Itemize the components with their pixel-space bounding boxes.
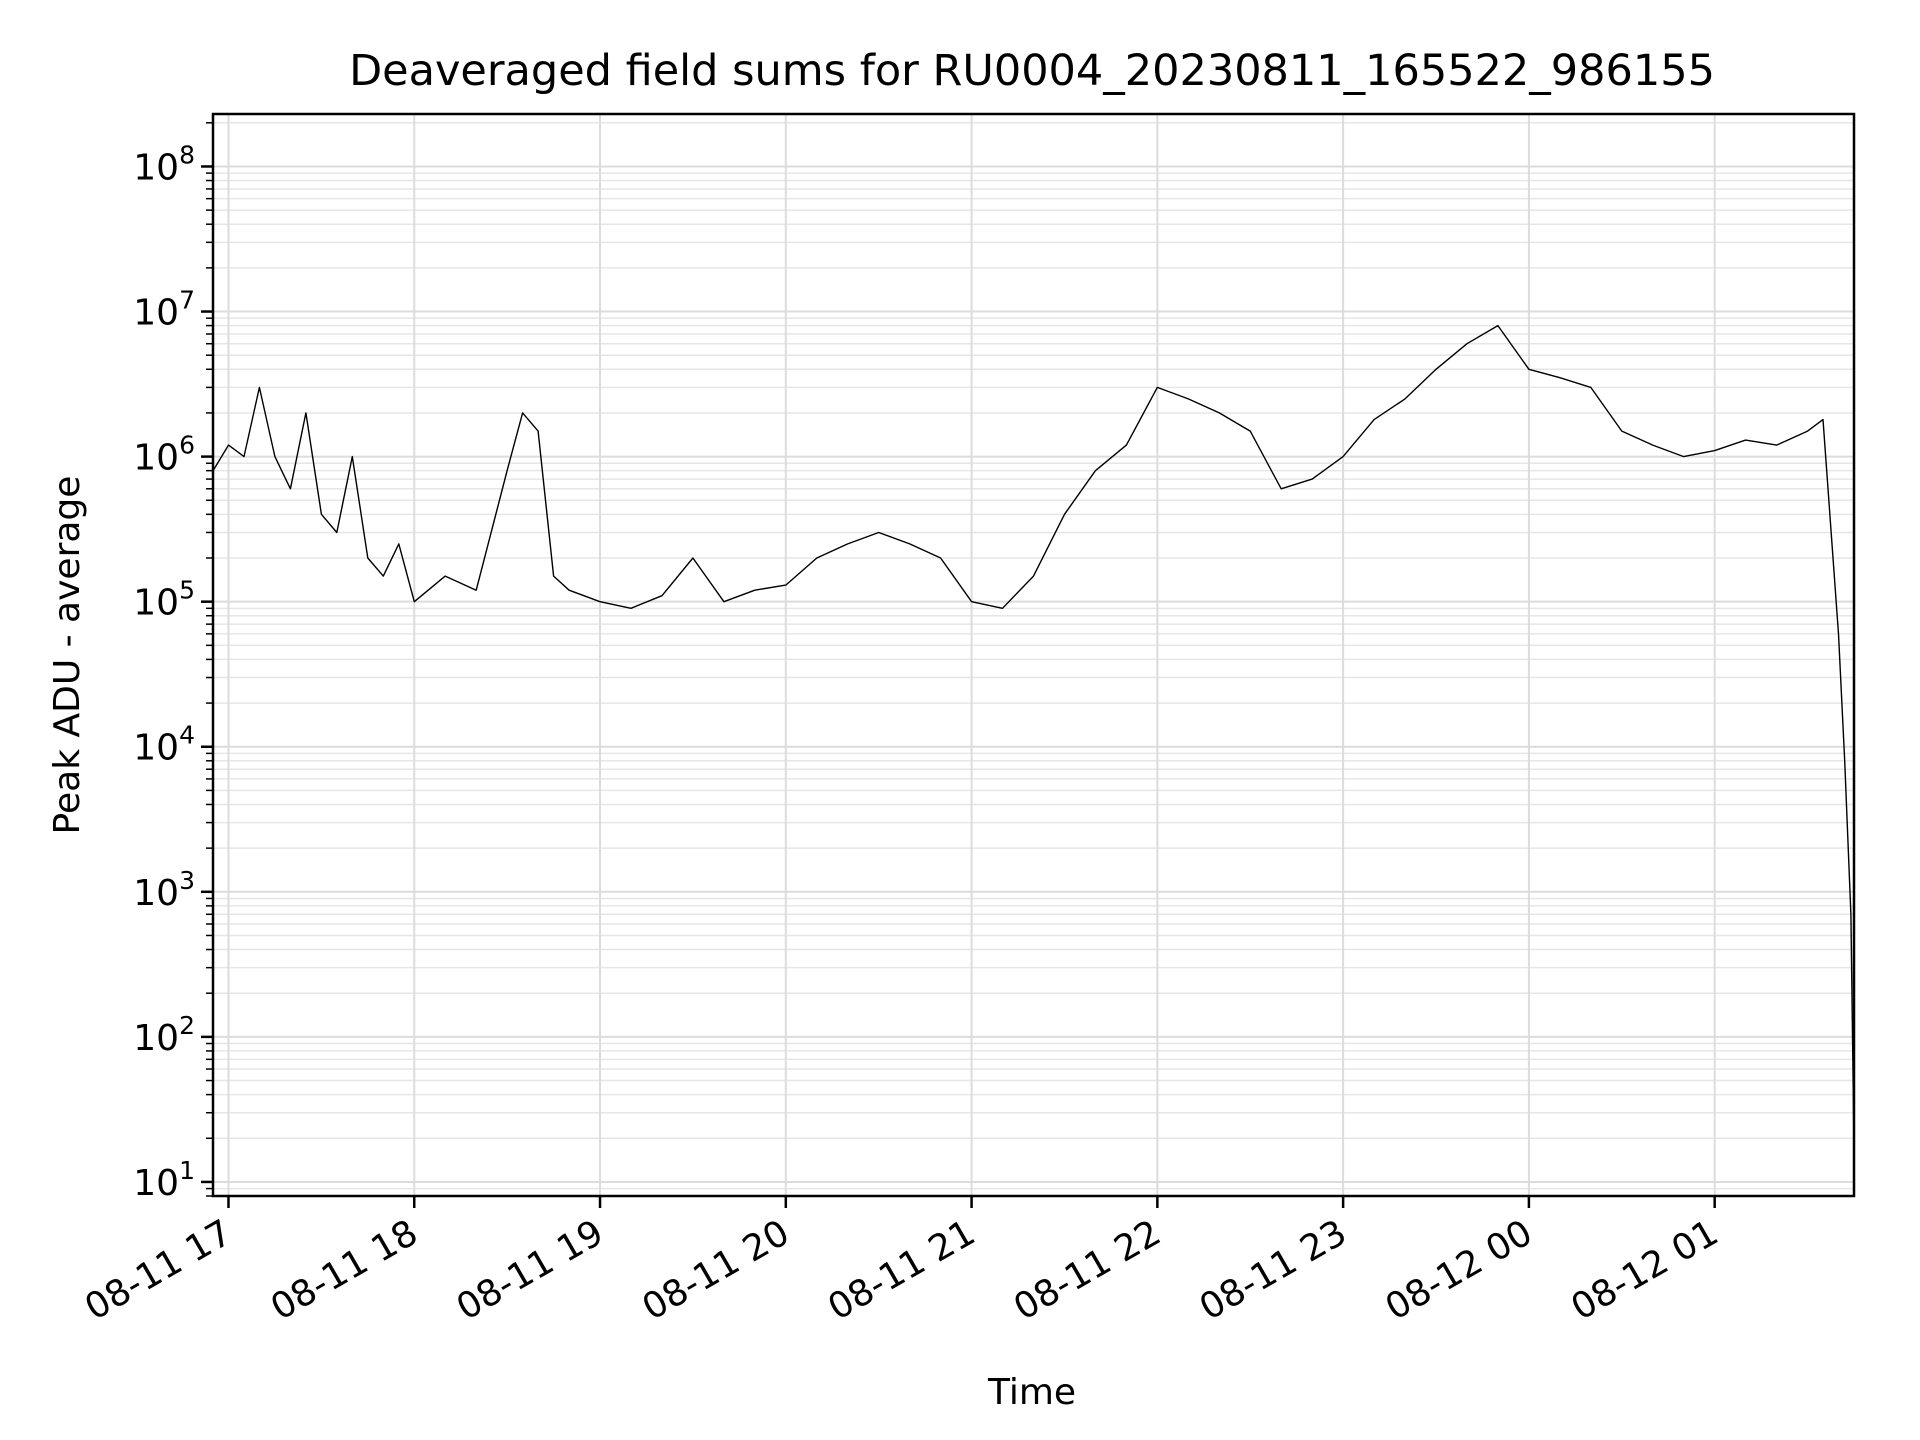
x-tick-label: 08-11 18 bbox=[264, 1212, 425, 1328]
x-tick-label: 08-11 21 bbox=[821, 1212, 982, 1328]
x-axis: 08-11 17 08-11 18 08-11 19 08-11 20 08-11 21… bbox=[78, 1196, 1725, 1329]
y-tick-label: 107 bbox=[133, 286, 195, 334]
y-tick-label: 108 bbox=[133, 140, 195, 188]
y-axis: 101 102 103 104 105 106 107 108 bbox=[133, 122, 213, 1204]
plot-frame bbox=[211, 112, 1856, 1198]
y-tick-label: 101 bbox=[133, 1156, 195, 1204]
y-tick-label: 102 bbox=[133, 1011, 195, 1059]
x-tick-label: 08-11 23 bbox=[1193, 1212, 1354, 1328]
y-axis-label: Peak ADU - average bbox=[47, 476, 88, 835]
x-axis-label: Time bbox=[987, 1372, 1076, 1413]
x-tick-label: 08-11 20 bbox=[636, 1212, 797, 1328]
x-tick-label: 08-12 00 bbox=[1379, 1212, 1540, 1328]
series-layer bbox=[212, 324, 1855, 1149]
x-tick-label: 08-12 01 bbox=[1564, 1212, 1725, 1328]
x-tick-label: 08-11 19 bbox=[450, 1212, 611, 1328]
y-tick-label: 103 bbox=[133, 866, 195, 914]
y-tick-label: 106 bbox=[133, 431, 195, 479]
x-tick-label: 08-11 17 bbox=[78, 1212, 239, 1328]
chart-title: Deaveraged field sums for RU0004_2023081… bbox=[349, 46, 1715, 96]
y-tick-label: 104 bbox=[133, 721, 195, 769]
series-line bbox=[212, 324, 1855, 1149]
grid bbox=[213, 114, 1854, 1197]
y-tick-label: 105 bbox=[133, 576, 195, 624]
x-tick-label: 08-11 22 bbox=[1007, 1212, 1168, 1328]
